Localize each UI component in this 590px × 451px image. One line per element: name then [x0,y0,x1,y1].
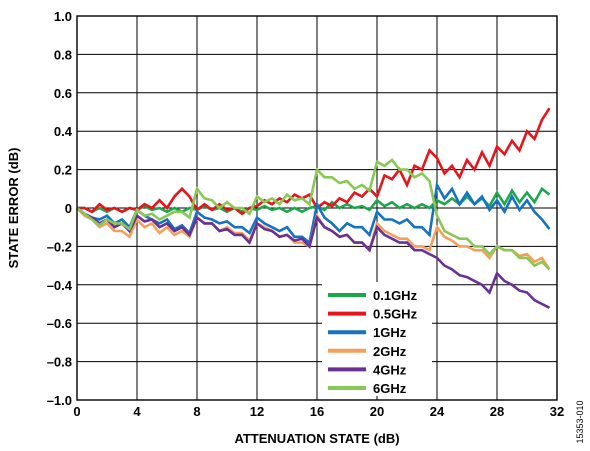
legend-label-0-1ghz: 0.1GHz [373,288,418,303]
y-tick-label: 0 [65,201,72,216]
x-tick-label: 12 [250,404,264,419]
series-lines [76,107,551,309]
y-tick-label: 0.8 [54,47,72,62]
y-tick-label: 0.2 [54,163,72,178]
y-tick-label: –0.4 [47,278,73,293]
y-tick-label: 1.0 [54,9,72,24]
y-tick-label: 0.6 [54,86,72,101]
legend-label-2ghz: 2GHz [373,344,407,359]
series-line-1ghz [76,181,551,245]
x-axis-title: ATTENUATION STATE (dB) [234,431,399,446]
series-line-4ghz [76,206,551,309]
legend-label-0-5ghz: 0.5GHz [373,307,418,322]
y-tick-label: 0.4 [54,124,73,139]
figure-code: 15353-010 [575,400,585,443]
y-tick-label: –0.8 [47,355,72,370]
series-line-6ghz [76,158,551,271]
x-tick-label: 24 [430,404,445,419]
x-tick-label: 28 [490,404,504,419]
y-axis-title: STATE ERROR (dB) [6,148,21,269]
y-tick-label: –0.2 [47,239,72,254]
y-tick-label: –0.6 [47,316,72,331]
legend: 0.1GHz 0.5GHz 1GHz 2GHz 4GHz 6GHz [328,288,418,396]
series-line-0-5ghz [77,107,551,216]
legend-label-4ghz: 4GHz [373,362,407,377]
plot-frame [76,15,558,401]
x-tick-label: 16 [310,404,324,419]
x-tick-label: 20 [370,404,384,419]
x-tick-label: 32 [550,404,564,419]
x-tick-label: 8 [193,404,200,419]
legend-label-1ghz: 1GHz [373,325,407,340]
y-tick-label: –1.0 [47,393,72,408]
tick-labels: 0 4 8 12 16 20 24 28 32 1.0 0.8 0.6 0.4 0.2 0 –0.2 –0.4 –… [47,9,565,419]
legend-label-6ghz: 6GHz [373,381,407,396]
legend-box [322,282,432,396]
x-tick-label: 4 [133,404,141,419]
x-tick-label: 0 [73,404,80,419]
